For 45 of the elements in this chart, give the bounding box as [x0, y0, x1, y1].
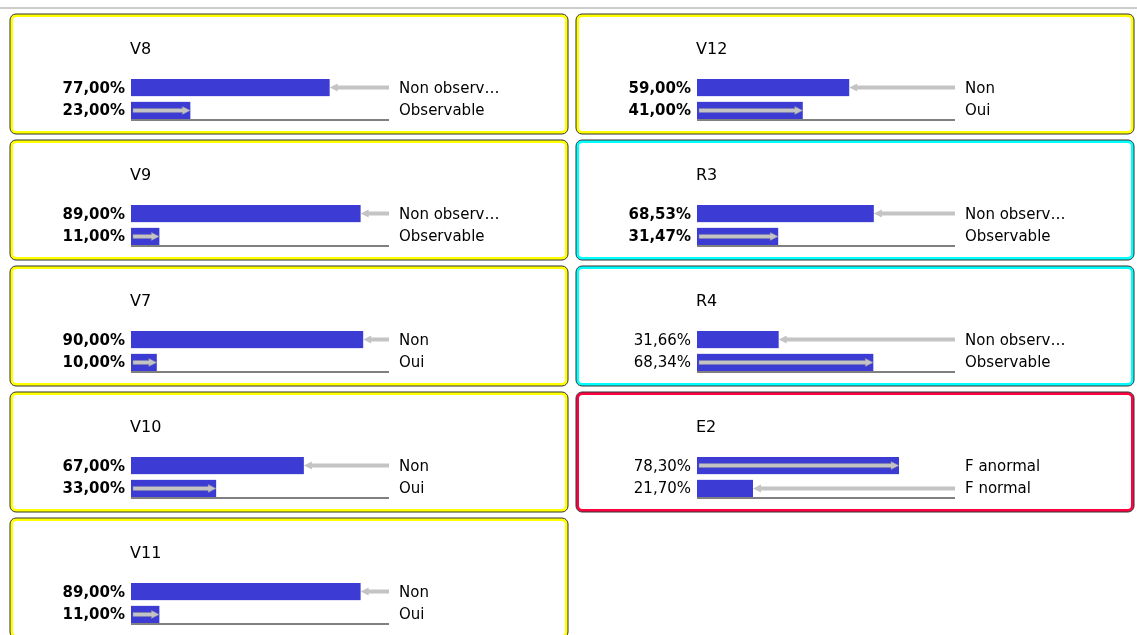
chart-title: R3 [696, 165, 718, 184]
y-tick-label: Non observ… [965, 204, 1066, 223]
chart-title: R4 [696, 291, 718, 310]
y-tick-label: Observable [965, 353, 1051, 372]
data-label: 78,30% [633, 456, 691, 475]
y-tick-label: Non [965, 78, 995, 97]
data-label: 89,00% [62, 204, 125, 223]
data-label: 89,00% [62, 582, 125, 601]
data-label: 31,47% [628, 227, 691, 246]
data-label: 67,00% [62, 456, 125, 475]
data-label: 41,00% [628, 101, 691, 120]
y-tick-label: Non observ… [399, 78, 500, 97]
chart-title: V11 [130, 543, 162, 562]
chart-title: V10 [130, 417, 162, 436]
y-tick-label: F anormal [965, 456, 1041, 475]
y-tick-label: Oui [399, 353, 425, 372]
data-label: 10,00% [62, 353, 125, 372]
y-tick-label: Non [399, 582, 429, 601]
data-label: 11,00% [62, 605, 125, 624]
y-tick-label: Non observ… [399, 204, 500, 223]
chart-title: V8 [130, 39, 152, 58]
chart-title: V9 [130, 165, 152, 184]
chart-title: V7 [130, 291, 152, 310]
y-tick-label: Oui [965, 101, 991, 120]
data-label: 68,34% [633, 353, 691, 372]
data-label: 31,66% [633, 330, 691, 349]
chart-title: V12 [696, 39, 728, 58]
data-label: 68,53% [628, 204, 691, 223]
y-tick-label: Non observ… [965, 330, 1066, 349]
data-label: 77,00% [62, 78, 125, 97]
chart-title: E2 [696, 417, 717, 436]
data-label: 90,00% [62, 330, 125, 349]
data-label: 33,00% [62, 479, 125, 498]
y-tick-label: Observable [965, 227, 1051, 246]
data-label: 11,00% [62, 227, 125, 246]
y-tick-label: Oui [399, 479, 425, 498]
y-tick-label: Non [399, 330, 429, 349]
data-label: 21,70% [633, 479, 691, 498]
y-tick-label: Observable [399, 227, 485, 246]
y-tick-label: Observable [399, 101, 485, 120]
y-tick-label: Non [399, 456, 429, 475]
y-tick-label: F normal [965, 479, 1031, 498]
data-label: 59,00% [628, 78, 691, 97]
data-label: 23,00% [62, 101, 125, 120]
y-tick-label: Oui [399, 605, 425, 624]
